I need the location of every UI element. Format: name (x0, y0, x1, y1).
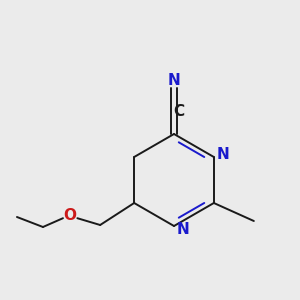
Text: O: O (64, 208, 77, 223)
Text: C: C (173, 103, 184, 118)
Text: N: N (168, 73, 180, 88)
Text: N: N (177, 221, 189, 236)
Text: N: N (217, 146, 229, 161)
